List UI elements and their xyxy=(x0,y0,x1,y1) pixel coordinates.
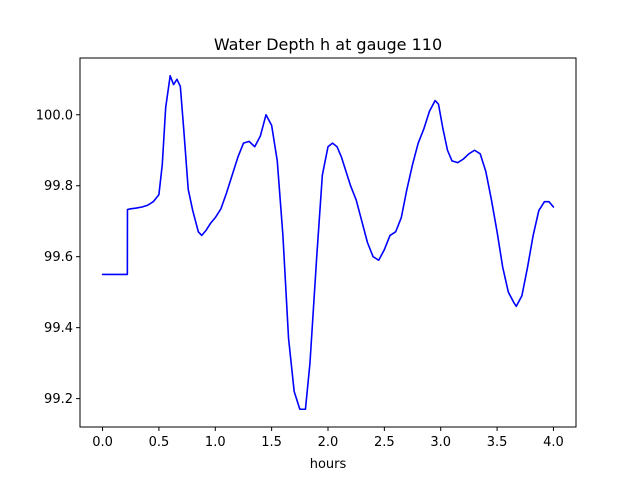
y-tick-label: 99.8 xyxy=(44,179,73,194)
y-tick-label: 99.4 xyxy=(44,321,73,336)
y-axis-ticks: 99.2 99.4 99.6 99.8 100.0 xyxy=(36,108,80,407)
x-tick-label: 0.0 xyxy=(92,435,113,450)
x-tick-label: 3.5 xyxy=(487,435,508,450)
x-tick-label: 0.5 xyxy=(149,435,170,450)
y-tick-label: 99.6 xyxy=(44,250,73,265)
x-tick-label: 1.0 xyxy=(205,435,226,450)
x-tick-label: 3.0 xyxy=(430,435,451,450)
x-axis-ticks: 0.0 0.5 1.0 1.5 2.0 2.5 3.0 3.5 4.0 xyxy=(92,427,564,450)
plot-area xyxy=(101,74,555,411)
x-tick-label: 2.0 xyxy=(318,435,339,450)
x-tick-label: 2.5 xyxy=(374,435,395,450)
series-line xyxy=(101,74,555,411)
y-tick-label: 99.2 xyxy=(44,392,73,407)
x-axis-label: hours xyxy=(310,457,347,472)
x-tick-label: 1.5 xyxy=(261,435,282,450)
x-tick-label: 4.0 xyxy=(543,435,564,450)
axes-frame xyxy=(79,57,577,428)
y-tick-label: 100.0 xyxy=(36,108,73,123)
chart-title: Water Depth h at gauge 110 xyxy=(214,35,442,54)
